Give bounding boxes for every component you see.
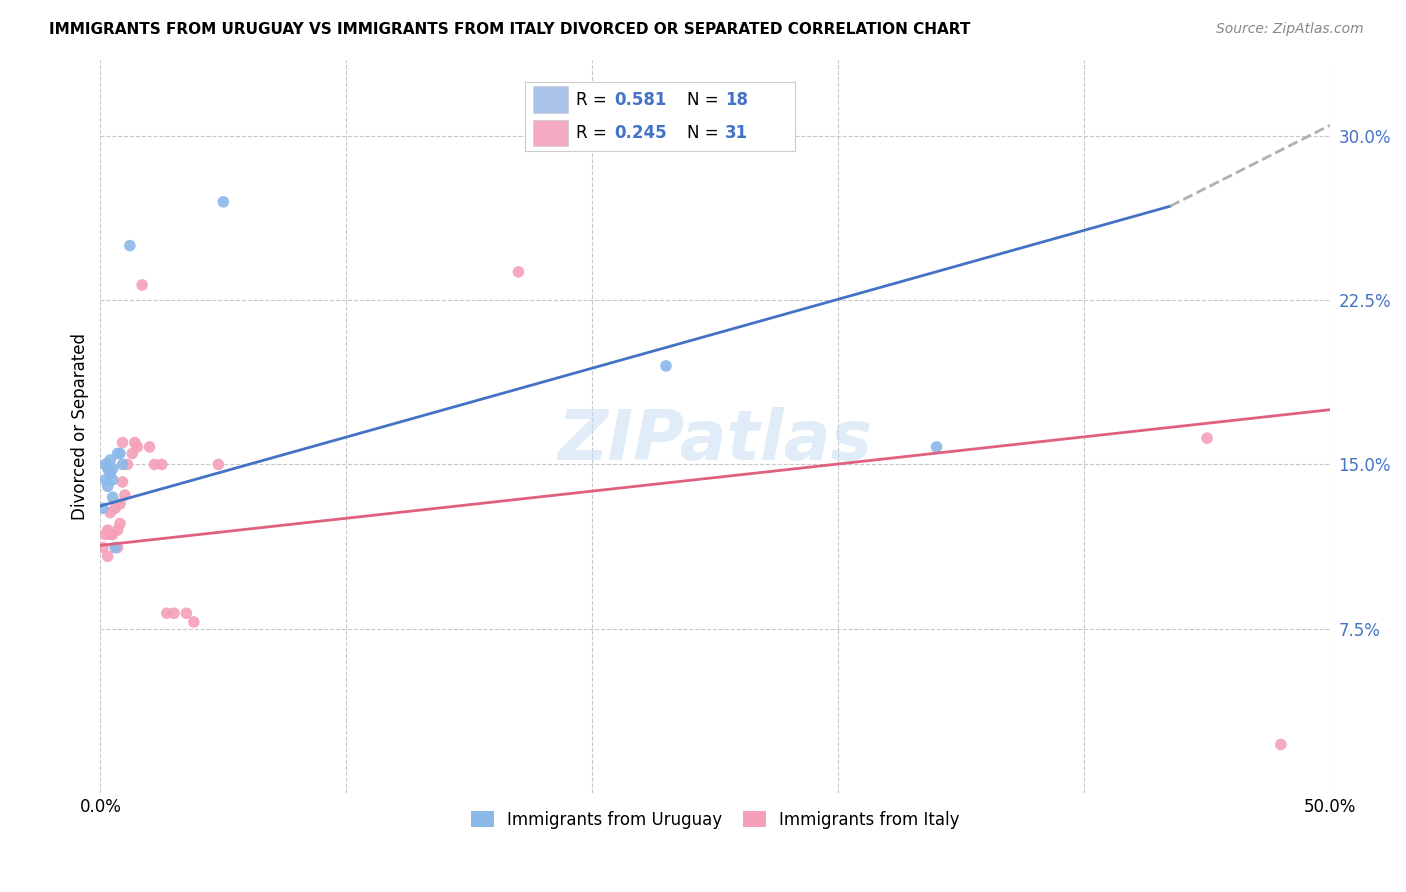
Point	[107, 523, 129, 537]
Point	[163, 606, 186, 620]
Point	[1197, 431, 1219, 445]
Point	[207, 458, 229, 472]
Point	[108, 497, 131, 511]
Y-axis label: Divorced or Separated: Divorced or Separated	[72, 333, 89, 520]
Point	[138, 440, 160, 454]
Point	[108, 516, 131, 531]
Point	[107, 446, 129, 460]
Legend: Immigrants from Uruguay, Immigrants from Italy: Immigrants from Uruguay, Immigrants from…	[464, 805, 966, 836]
Text: IMMIGRANTS FROM URUGUAY VS IMMIGRANTS FROM ITALY DIVORCED OR SEPARATED CORRELATI: IMMIGRANTS FROM URUGUAY VS IMMIGRANTS FR…	[49, 22, 970, 37]
Point	[111, 435, 134, 450]
Point	[127, 440, 149, 454]
Point	[143, 458, 166, 472]
Point	[212, 194, 235, 209]
Point	[101, 473, 124, 487]
Point	[114, 488, 136, 502]
Point	[118, 238, 141, 252]
Point	[101, 462, 124, 476]
Point	[117, 458, 139, 472]
Point	[98, 466, 121, 480]
Text: Source: ZipAtlas.com: Source: ZipAtlas.com	[1216, 22, 1364, 37]
Point	[131, 277, 153, 292]
Point	[97, 523, 120, 537]
Point	[91, 501, 114, 516]
Point	[97, 549, 120, 564]
Point	[107, 541, 129, 555]
Point	[98, 527, 121, 541]
Point	[97, 479, 120, 493]
Point	[97, 462, 120, 476]
Point	[655, 359, 678, 373]
Point	[94, 473, 117, 487]
Text: ZIPatlas: ZIPatlas	[558, 408, 873, 475]
Point	[108, 446, 131, 460]
Point	[150, 458, 173, 472]
Point	[121, 446, 143, 460]
Point	[104, 501, 127, 516]
Point	[183, 615, 205, 629]
Point	[1270, 738, 1292, 752]
Point	[91, 541, 114, 555]
Point	[101, 490, 124, 504]
Point	[104, 541, 127, 555]
Point	[94, 527, 117, 541]
Point	[925, 440, 948, 454]
Point	[124, 435, 146, 450]
Point	[156, 606, 179, 620]
Point	[176, 606, 198, 620]
Point	[111, 458, 134, 472]
Point	[101, 527, 124, 541]
Point	[98, 506, 121, 520]
Point	[98, 453, 121, 467]
Point	[508, 265, 530, 279]
Point	[94, 458, 117, 472]
Point	[111, 475, 134, 489]
